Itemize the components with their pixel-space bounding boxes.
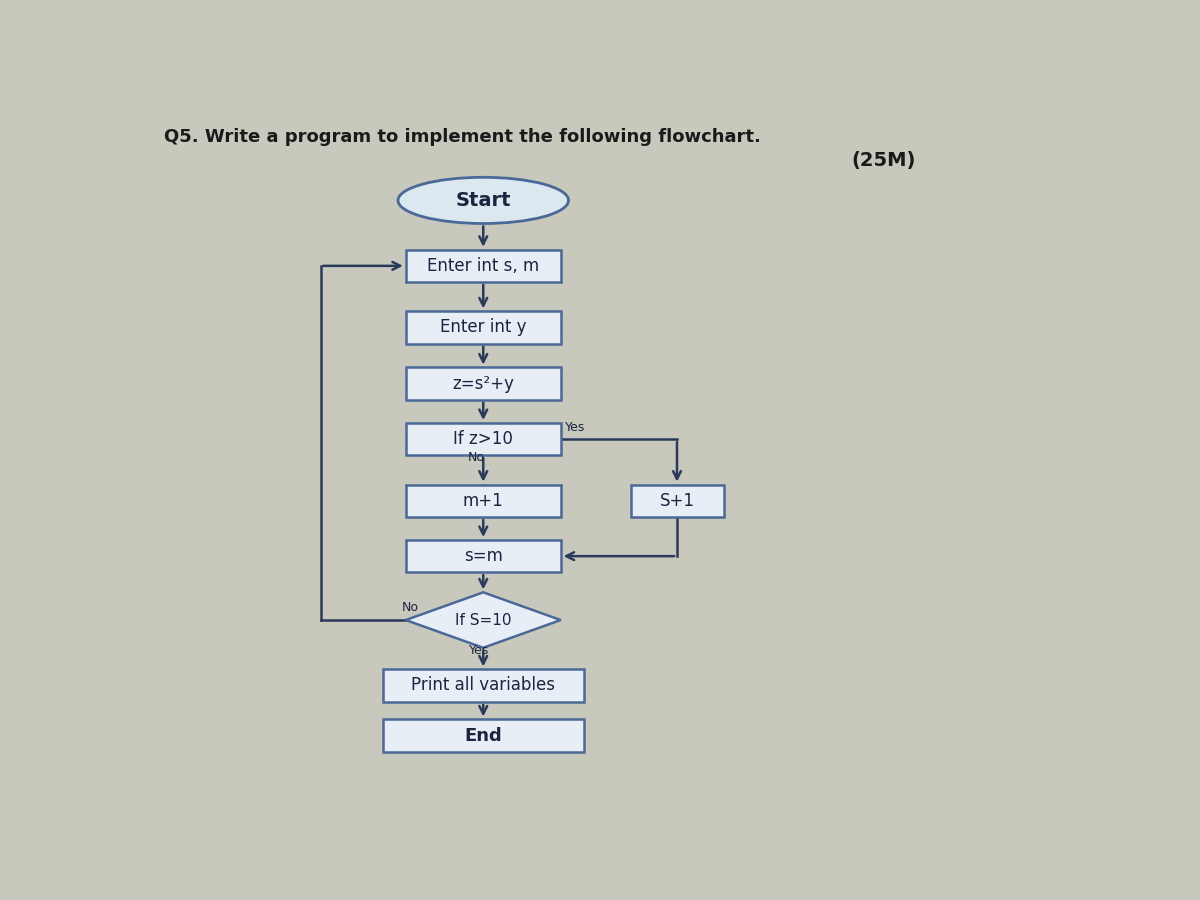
Text: z=s²+y: z=s²+y — [452, 374, 514, 392]
FancyBboxPatch shape — [406, 484, 560, 517]
Text: End: End — [464, 726, 502, 744]
FancyBboxPatch shape — [406, 423, 560, 455]
Ellipse shape — [398, 177, 569, 223]
FancyBboxPatch shape — [406, 540, 560, 572]
FancyBboxPatch shape — [630, 484, 724, 517]
Text: m+1: m+1 — [463, 491, 504, 509]
Text: Yes: Yes — [565, 421, 584, 435]
FancyBboxPatch shape — [383, 670, 584, 702]
Text: Enter int y: Enter int y — [440, 319, 527, 337]
Text: Print all variables: Print all variables — [412, 677, 556, 695]
Text: S+1: S+1 — [660, 491, 695, 509]
Text: If S=10: If S=10 — [455, 613, 511, 627]
FancyBboxPatch shape — [406, 311, 560, 344]
Text: Yes: Yes — [469, 644, 490, 657]
FancyBboxPatch shape — [406, 367, 560, 400]
FancyBboxPatch shape — [383, 719, 584, 752]
Text: s=m: s=m — [464, 547, 503, 565]
Text: No: No — [402, 601, 419, 614]
Text: If z>10: If z>10 — [454, 430, 514, 448]
Text: Start: Start — [456, 191, 511, 210]
Text: Enter int s, m: Enter int s, m — [427, 256, 539, 274]
FancyBboxPatch shape — [406, 249, 560, 282]
Text: No: No — [468, 452, 485, 464]
Polygon shape — [406, 592, 560, 648]
Text: (25M): (25M) — [851, 151, 916, 170]
Text: Q5. Write a program to implement the following flowchart.: Q5. Write a program to implement the fol… — [164, 129, 761, 147]
